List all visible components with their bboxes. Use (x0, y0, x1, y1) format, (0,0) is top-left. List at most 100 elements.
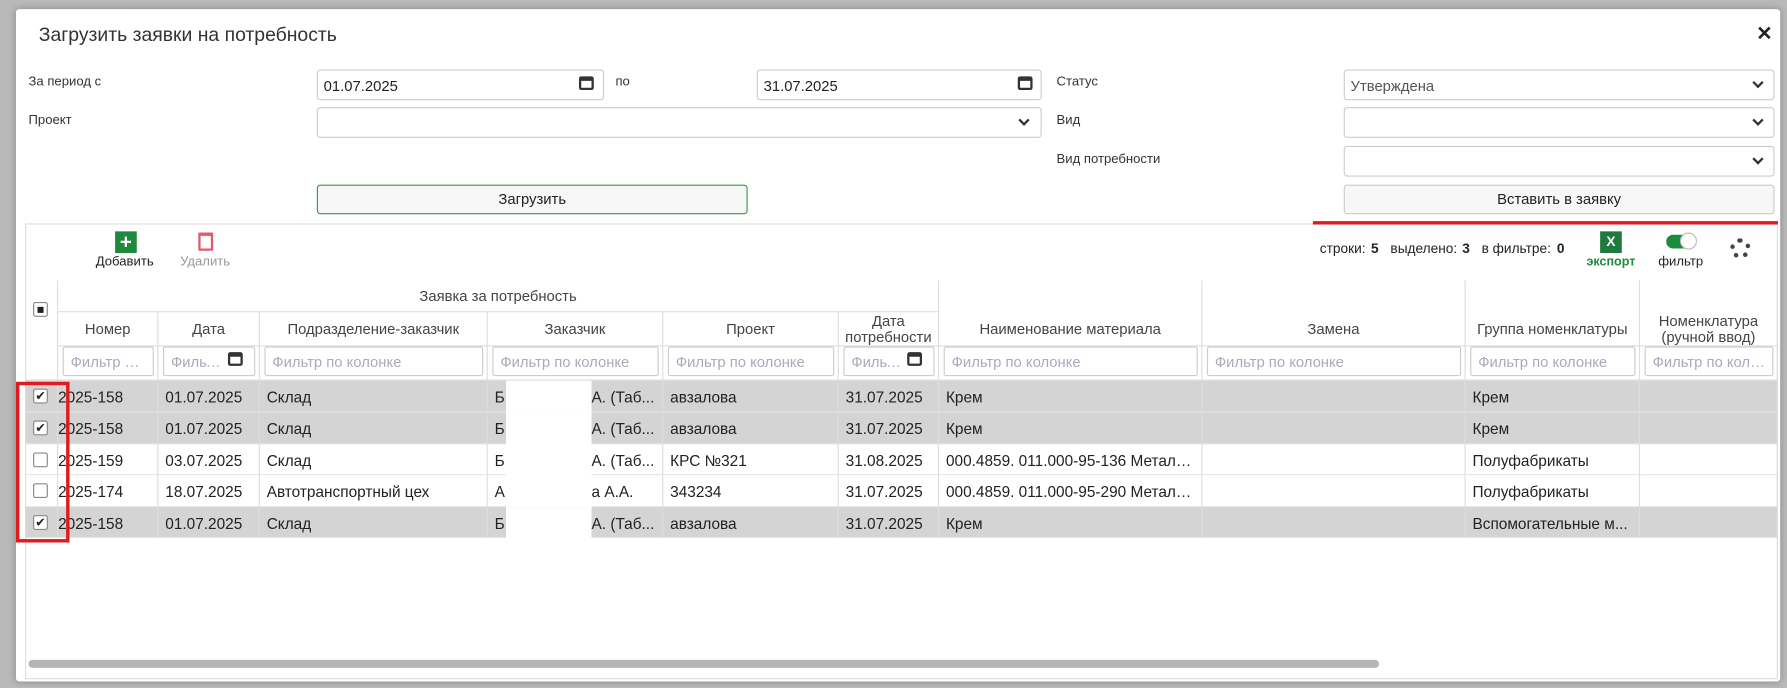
row-checkbox[interactable] (33, 483, 48, 499)
table-row[interactable] (25, 380, 1778, 413)
cell-text: А. (Таб... (591, 388, 655, 406)
calendar-icon[interactable] (1017, 76, 1033, 91)
column-filter[interactable]: Фильтр по колонке (62, 346, 154, 377)
dialog-title: Загрузить заявки на потребность (38, 23, 337, 46)
redaction (506, 507, 592, 538)
table-row[interactable] (25, 507, 1778, 538)
row-checkbox[interactable]: ✔ (33, 388, 48, 404)
table-row[interactable] (25, 412, 1778, 445)
column-filter[interactable]: Фильтр по колонке (667, 346, 835, 377)
table-cell: 2025-159 (58, 444, 159, 476)
column-filter[interactable]: Фильтр по колонке (1644, 346, 1774, 377)
date-input[interactable]: 31.07.2025 (756, 69, 1042, 101)
stat-rows: 5 (1371, 240, 1379, 257)
redaction (506, 475, 592, 508)
header-checkbox[interactable]: ■ (33, 302, 48, 317)
stat-in-filter: 0 (1556, 240, 1565, 257)
table-cell: Склад (259, 507, 488, 538)
load-button[interactable]: Загрузить (316, 184, 748, 215)
filter-cell (663, 346, 839, 381)
table-cell: КРС №321 (663, 444, 839, 476)
select[interactable]: Утверждена (1343, 69, 1775, 101)
excel-icon[interactable]: X (1600, 231, 1622, 254)
date-input[interactable]: 01.07.2025 (316, 69, 605, 101)
table-cell (1202, 412, 1466, 445)
calendar-icon[interactable] (227, 352, 243, 366)
select[interactable] (1343, 145, 1775, 177)
cell-text: Б (494, 452, 505, 470)
table-cell: 343234 (663, 475, 839, 508)
filter-cell (1202, 346, 1466, 381)
table-cell: Склад (259, 380, 488, 413)
column-header: Номер (58, 312, 159, 347)
table-cell: 18.07.2025 (158, 475, 260, 508)
stat-rows-label: строки: (1319, 240, 1366, 257)
add-label[interactable]: Добавить (95, 255, 154, 269)
redaction (506, 412, 592, 445)
table-cell: авзалова (663, 380, 839, 413)
table-row[interactable] (25, 444, 1778, 476)
row-checkbox[interactable]: ✔ (33, 515, 48, 530)
label: Вид потребности (1056, 152, 1161, 167)
table-cell: Крем (1465, 412, 1641, 445)
select[interactable] (316, 107, 1042, 138)
label: Статус (1056, 75, 1098, 89)
table-cell: 2025-174 (58, 475, 159, 508)
filter-cell (158, 346, 260, 381)
table-cell (1202, 444, 1466, 476)
filter-cell (259, 346, 488, 381)
column-header: Дата (158, 312, 260, 347)
export-label[interactable]: экспорт (1586, 255, 1636, 269)
table-row[interactable] (25, 475, 1778, 508)
cell-text: а А.А. (591, 483, 634, 501)
table-cell: 000.4859. 011.000-95-136 Металл... (939, 444, 1203, 476)
cell-text: Б (494, 388, 505, 406)
highlight-box (15, 381, 70, 543)
label: по (615, 75, 630, 89)
toggle-knob[interactable] (1679, 232, 1698, 250)
table-cell: Крем (1465, 380, 1641, 413)
column-filter[interactable]: Фильтр по колонке (492, 346, 659, 377)
calendar-icon[interactable] (907, 352, 923, 366)
filter-label[interactable]: фильтр (1658, 255, 1704, 269)
column-filter[interactable]: Фильтр по колонке (264, 346, 484, 377)
scrollbar[interactable] (28, 659, 1380, 668)
checkbox-cell (25, 412, 59, 445)
checkbox-cell (25, 380, 59, 413)
cell-text: А. (Таб... (591, 515, 655, 533)
column-header: Замена (1202, 280, 1466, 347)
table-cell: 2025-158 (58, 380, 159, 413)
add-icon[interactable]: + (115, 231, 137, 254)
column-filter[interactable]: Фильтр по колонке (943, 346, 1198, 377)
column-filter[interactable]: Фильтр по колонке (1470, 346, 1636, 377)
table-cell (1202, 507, 1466, 538)
column-header: Группа номенклатуры (1465, 280, 1641, 347)
table-cell: авзалова (663, 412, 839, 445)
stat-in-filter-label: в фильтре: (1481, 240, 1551, 257)
table-cell: 01.07.2025 (158, 412, 260, 445)
row-checkbox[interactable]: ✔ (33, 420, 48, 436)
row-checkbox[interactable] (33, 452, 48, 468)
delete-label[interactable]: Удалить (180, 255, 231, 269)
delete-icon[interactable] (198, 232, 214, 251)
settings-icon[interactable] (1730, 238, 1751, 259)
cell-text: А. (Таб... (591, 452, 655, 470)
column-filter[interactable]: Фильтр по колонке (162, 346, 256, 377)
insert-button[interactable]: Вставить в заявку (1343, 184, 1775, 215)
table-cell: Крем (939, 507, 1203, 538)
table-cell (1202, 380, 1466, 413)
column-filter[interactable]: Фильтр по колонке (843, 346, 935, 377)
table-cell: Полуфабрикаты (1465, 475, 1641, 508)
calendar-icon[interactable] (578, 76, 594, 91)
table-cell: 31.07.2025 (838, 475, 940, 508)
checkbox-cell (25, 444, 59, 476)
table-cell: Склад (259, 444, 488, 476)
column-filter[interactable]: Фильтр по колонке (1206, 346, 1462, 377)
table-cell: 2025-158 (58, 507, 159, 538)
table-frame (25, 223, 1778, 680)
close-button[interactable]: ✕ (1756, 22, 1773, 45)
redaction (506, 444, 592, 476)
select[interactable] (1343, 107, 1775, 138)
